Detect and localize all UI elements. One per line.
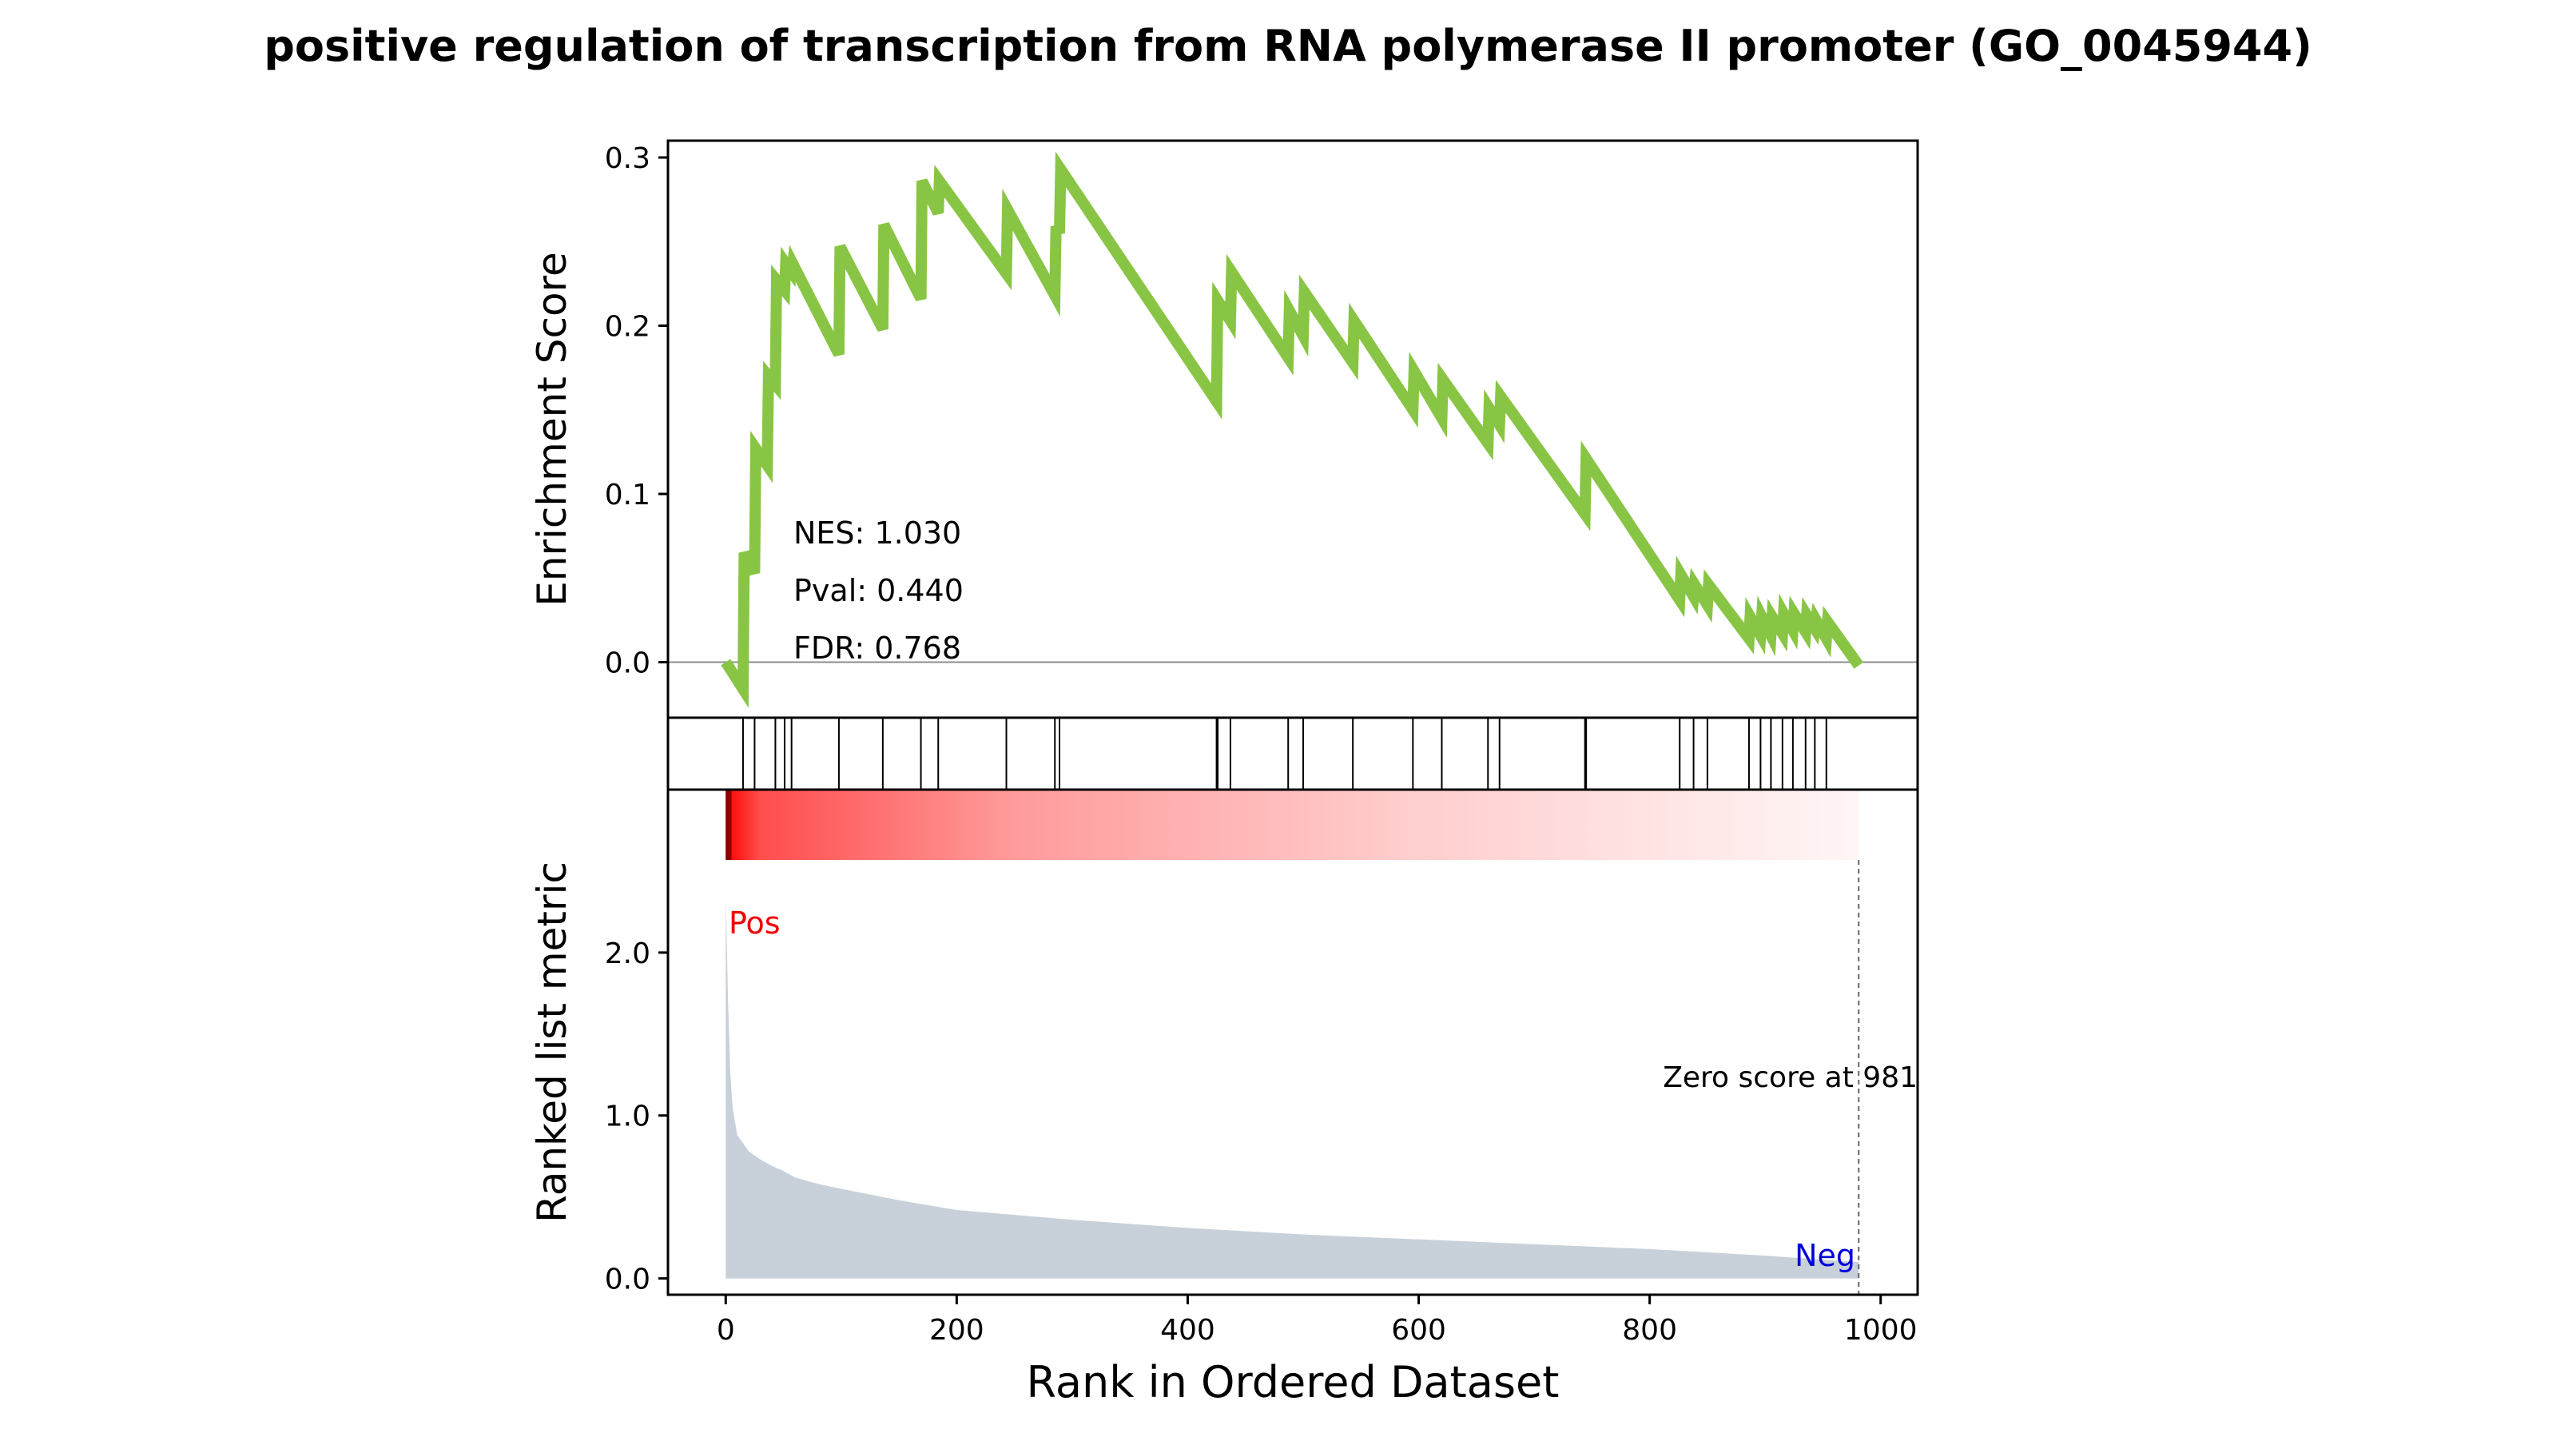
chart-title: positive regulation of transcription fro… <box>264 21 2312 71</box>
x-tick-label: 600 <box>1391 1314 1446 1347</box>
x-tick-label: 800 <box>1622 1314 1677 1347</box>
heatmap-top-rank-mark <box>725 790 732 860</box>
ranked-metric-area <box>725 895 1859 1279</box>
x-tick-label: 400 <box>1160 1314 1215 1347</box>
ranked-heatmap-bar <box>725 790 1859 860</box>
pos-label: Pos <box>729 906 781 941</box>
gene-hits-panel <box>666 716 1919 791</box>
y-tick-label: 0.0 <box>605 1264 650 1296</box>
ranked-ylabel: Ranked list metric <box>529 862 575 1223</box>
x-tick-label: 1000 <box>1844 1314 1918 1347</box>
zero-score-label: Zero score at 981 <box>1663 1061 1918 1094</box>
hits-axes-frame <box>666 716 1919 791</box>
enrichment-score-panel: NES: 1.030 Pval: 0.440 FDR: 0.768 0.0 0.1 0.… <box>529 139 1919 719</box>
y-tick-label: 2.0 <box>605 937 650 970</box>
x-tick-label: 0 <box>717 1314 735 1347</box>
ranked-axes-frame <box>666 788 1919 1296</box>
enrichment-ylabel: Enrichment Score <box>529 252 575 607</box>
y-tick-label: 0.3 <box>605 142 650 175</box>
y-tick-label: 0.1 <box>605 479 650 511</box>
y-tick-label: 0.2 <box>605 311 650 344</box>
x-tick-label: 200 <box>929 1314 984 1347</box>
stat-annotation: Pval: 0.440 <box>793 573 964 608</box>
ranked-metric-panel: Zero score at 981 Pos Neg 0.0 1.0 2.0 Rank… <box>529 788 1919 1296</box>
stat-annotation: FDR: 0.768 <box>793 631 961 666</box>
neg-label: Neg <box>1795 1238 1855 1273</box>
y-tick-label: 1.0 <box>605 1101 650 1133</box>
x-axis-label: Rank in Ordered Dataset <box>1027 1357 1560 1407</box>
enrichment-score-line <box>721 151 1863 708</box>
stat-annotation: NES: 1.030 <box>793 515 961 551</box>
y-tick-label: 0.0 <box>605 647 650 680</box>
